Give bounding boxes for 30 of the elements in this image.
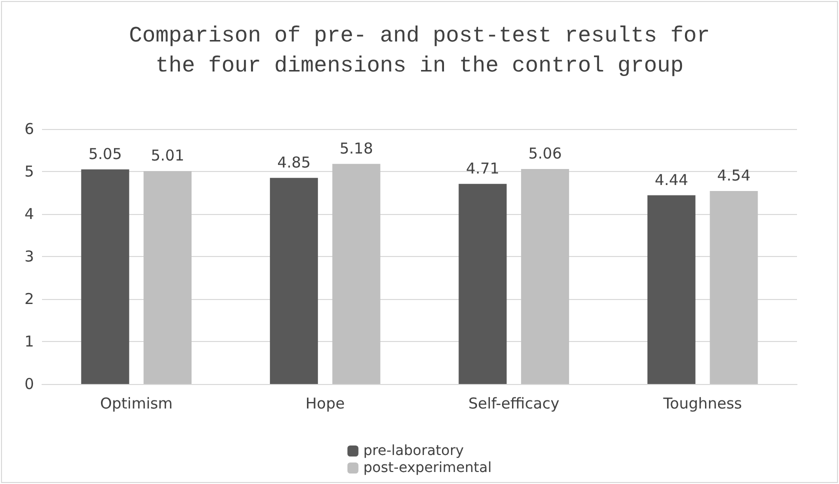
data-label: 4.44 bbox=[654, 170, 688, 189]
x-tick-label: Hope bbox=[306, 394, 345, 412]
y-tick-label: 6 bbox=[24, 120, 34, 138]
bar bbox=[270, 178, 318, 384]
bar bbox=[332, 164, 380, 384]
x-tick-label: Toughness bbox=[662, 394, 742, 412]
y-tick-label: 4 bbox=[24, 205, 34, 223]
data-label: 5.06 bbox=[528, 144, 562, 162]
data-label: 5.05 bbox=[88, 144, 122, 163]
y-tick-label: 0 bbox=[24, 375, 34, 393]
y-tick-label: 3 bbox=[24, 248, 34, 266]
y-tick-label: 2 bbox=[24, 290, 34, 308]
legend-label: pre-laboratory bbox=[363, 443, 464, 459]
bar bbox=[710, 191, 758, 384]
bar bbox=[81, 169, 130, 384]
data-label: 4.85 bbox=[277, 153, 311, 172]
chart-title: Comparison of pre- and post-test results for the four dimensions in the control group bbox=[129, 24, 710, 78]
x-tick-label: Optimism bbox=[100, 394, 173, 412]
data-label: 5.18 bbox=[340, 139, 374, 158]
y-tick-label: 1 bbox=[24, 332, 34, 350]
bar bbox=[458, 184, 507, 384]
bar bbox=[144, 171, 192, 384]
y-tick-label: 5 bbox=[24, 162, 34, 180]
bar bbox=[647, 195, 696, 384]
x-tick-label: Self-efficacy bbox=[468, 394, 560, 412]
data-label: 5.01 bbox=[150, 146, 184, 165]
bar bbox=[521, 168, 570, 384]
legend-label: post-experimental bbox=[363, 460, 492, 476]
data-label: 4.54 bbox=[717, 166, 751, 185]
data-label: 4.71 bbox=[466, 159, 500, 178]
